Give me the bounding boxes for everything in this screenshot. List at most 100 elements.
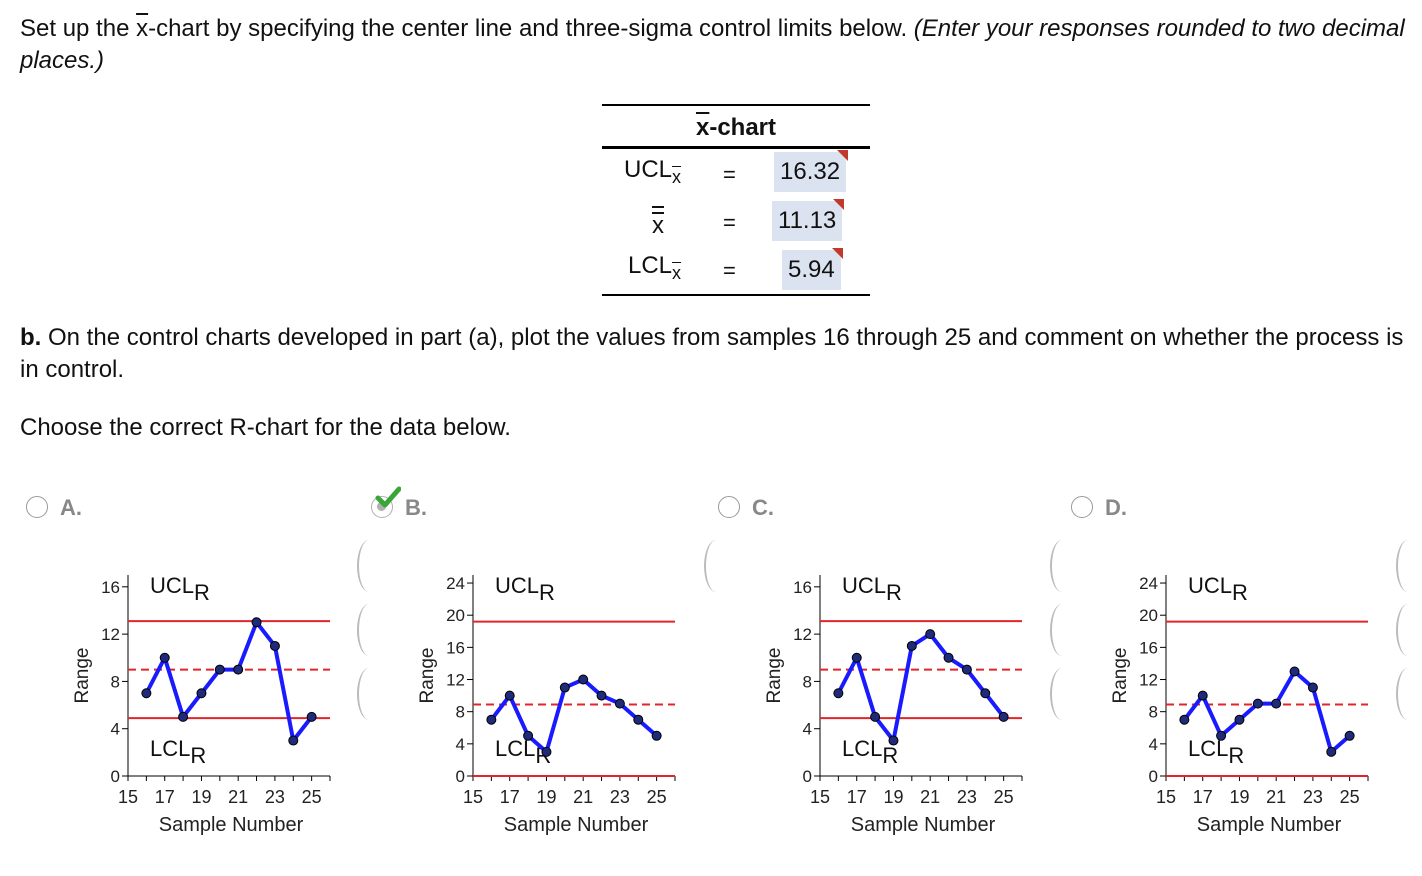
data-point bbox=[906, 640, 917, 651]
equals-sign: = bbox=[723, 210, 736, 235]
question-intro: Set up the x-chart by specifying the cen… bbox=[20, 13, 1410, 77]
radio-c[interactable] bbox=[718, 496, 740, 518]
lcl-label: LCLR bbox=[842, 736, 898, 768]
zoom-in-icon[interactable] bbox=[1050, 540, 1074, 592]
ucl-x-label: UCLx bbox=[624, 156, 682, 187]
y-tick-label: 0 bbox=[456, 767, 465, 786]
y-tick-label: 8 bbox=[111, 672, 120, 691]
data-point bbox=[486, 714, 497, 725]
feedback-flag-icon bbox=[831, 248, 843, 259]
data-point bbox=[833, 688, 844, 699]
y-axis-label: Range bbox=[764, 648, 785, 704]
data-point bbox=[980, 688, 991, 699]
x-tick-label: 23 bbox=[265, 787, 285, 807]
x-axis-label: Sample Number bbox=[851, 814, 996, 836]
data-point bbox=[1271, 698, 1282, 709]
range-series-line bbox=[489, 677, 658, 754]
x-tick-label: 23 bbox=[1303, 787, 1323, 807]
zoom-out-icon[interactable] bbox=[1050, 604, 1074, 656]
title-rest: -chart bbox=[709, 114, 777, 141]
zoom-in-icon[interactable] bbox=[357, 540, 381, 592]
data-point bbox=[523, 730, 534, 741]
equals-sign: = bbox=[723, 162, 736, 187]
ucl-label: UCLR bbox=[495, 573, 555, 605]
y-tick-label: 0 bbox=[803, 767, 812, 786]
data-point bbox=[141, 688, 152, 699]
x-tick-label: 15 bbox=[118, 787, 138, 807]
r-chart-a: 0 4 8 12 16 15 17 19 21 23 25 Range Sample Number UCL… bbox=[0, 540, 331, 850]
ucl-x-value[interactable]: 16.32 bbox=[774, 150, 849, 192]
x-tick-label: 21 bbox=[573, 787, 593, 807]
data-point bbox=[961, 664, 972, 675]
radio-d[interactable] bbox=[1071, 496, 1093, 518]
y-axis-label: Range bbox=[1110, 648, 1131, 704]
intro-xbar: x bbox=[136, 15, 149, 42]
table-header-rule bbox=[602, 146, 870, 149]
intro-text-1: Set up the bbox=[20, 15, 137, 42]
ucl-label: UCLR bbox=[150, 573, 210, 605]
x-tick-label: 23 bbox=[957, 787, 977, 807]
intro-instruction: (Enter your responses rounded to two dec… bbox=[20, 15, 1405, 74]
y-tick-label: 8 bbox=[1149, 703, 1158, 722]
x-axis-label: Sample Number bbox=[504, 814, 649, 836]
r-chart-d: 0 4 8 12 16 20 24 15 17 19 21 23 25 Range Sample Numbe… bbox=[1038, 540, 1369, 850]
zoom-reset-icon[interactable] bbox=[1396, 668, 1420, 720]
zoom-reset-icon[interactable] bbox=[1050, 668, 1074, 720]
y-tick-label: 4 bbox=[1149, 735, 1158, 754]
x-tick-label: 19 bbox=[1229, 787, 1249, 807]
data-point bbox=[504, 690, 515, 701]
data-point bbox=[214, 664, 225, 675]
option-c-label: C. bbox=[752, 495, 774, 520]
data-point bbox=[288, 735, 299, 746]
chart-svg: 0 4 8 12 16 15 17 19 21 23 25 Range Sample Number UCL… bbox=[72, 573, 331, 836]
ucl-label: UCLR bbox=[842, 573, 902, 605]
zoom-in-icon[interactable] bbox=[1396, 540, 1420, 592]
feedback-flag-icon bbox=[833, 199, 845, 210]
y-tick-label: 4 bbox=[803, 720, 812, 739]
data-point bbox=[541, 746, 552, 757]
data-point bbox=[251, 617, 262, 628]
x-tick-label: 15 bbox=[463, 787, 483, 807]
data-point bbox=[233, 664, 244, 675]
x-tick-label: 25 bbox=[994, 787, 1014, 807]
x-tick-label: 21 bbox=[920, 787, 940, 807]
data-point bbox=[306, 711, 317, 722]
lcl-x-value[interactable]: 5.94 bbox=[782, 248, 843, 290]
radio-a[interactable] bbox=[26, 496, 48, 518]
y-tick-label: 24 bbox=[446, 574, 465, 593]
x-tick-label: 25 bbox=[302, 787, 322, 807]
choose-prompt: Choose the correct R-chart for the data … bbox=[20, 414, 511, 441]
data-point bbox=[1252, 698, 1263, 709]
option-d-label: D. bbox=[1105, 495, 1127, 520]
feedback-flag-icon bbox=[837, 150, 849, 161]
y-tick-label: 16 bbox=[1139, 638, 1158, 657]
x-tick-label: 17 bbox=[1193, 787, 1213, 807]
option-b-label: B. bbox=[405, 495, 427, 520]
zoom-out-icon[interactable] bbox=[357, 604, 381, 656]
data-point bbox=[578, 674, 589, 685]
y-tick-label: 0 bbox=[111, 767, 120, 786]
center-line-value[interactable]: 11.13 bbox=[772, 199, 845, 241]
checkmark-icon bbox=[375, 486, 401, 508]
range-series-line bbox=[1182, 669, 1351, 754]
x-tick-label: 23 bbox=[610, 787, 630, 807]
data-point bbox=[1326, 746, 1337, 757]
zoom-reset-icon[interactable] bbox=[357, 668, 381, 720]
range-series-line bbox=[144, 620, 314, 743]
part-b-label: b. bbox=[20, 324, 42, 351]
data-point bbox=[651, 730, 662, 741]
y-tick-label: 0 bbox=[1149, 767, 1158, 786]
data-point bbox=[559, 682, 570, 693]
data-point bbox=[1307, 682, 1318, 693]
data-point bbox=[269, 640, 280, 651]
zoom-in-icon[interactable] bbox=[704, 540, 728, 592]
table-top-rule bbox=[602, 104, 870, 106]
data-point bbox=[1179, 714, 1190, 725]
chart-svg: 0 4 8 12 16 20 24 15 17 19 21 23 25 Range Sample Numbe… bbox=[417, 573, 676, 836]
y-tick-label: 12 bbox=[446, 671, 465, 690]
x-tick-label: 19 bbox=[883, 787, 903, 807]
y-tick-label: 16 bbox=[101, 578, 120, 597]
part-b-text: On the control charts developed in part … bbox=[20, 324, 1404, 383]
data-point bbox=[851, 652, 862, 663]
zoom-out-icon[interactable] bbox=[1396, 604, 1420, 656]
